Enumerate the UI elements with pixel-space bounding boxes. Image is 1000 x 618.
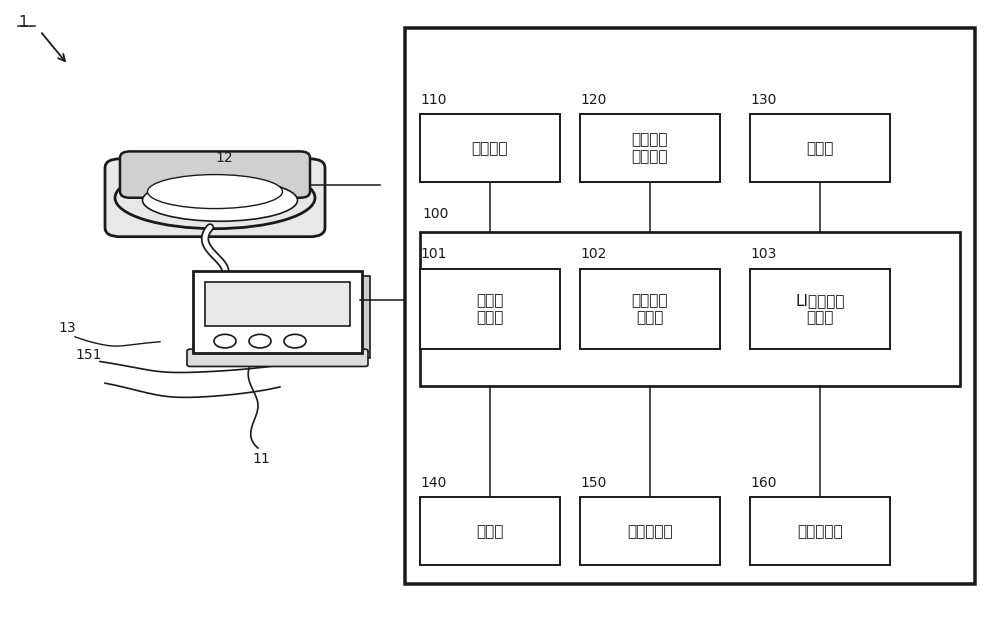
Text: 120: 120	[580, 93, 606, 107]
Text: 脉搏间隔
计算部: 脉搏间隔 计算部	[632, 293, 668, 325]
Bar	[750, 269, 890, 349]
Text: 140: 140	[420, 476, 446, 490]
Text: 存储部: 存储部	[806, 141, 834, 156]
Text: 声音输出部: 声音输出部	[797, 524, 843, 539]
Text: 袖带压力
控制系统: 袖带压力 控制系统	[632, 132, 668, 164]
Bar	[750, 114, 890, 182]
Ellipse shape	[249, 334, 271, 348]
Bar	[580, 497, 720, 565]
Text: 1: 1	[18, 15, 28, 30]
Text: LI显示内容
确定部: LI显示内容 确定部	[795, 293, 845, 325]
Text: 血压值
计算部: 血压值 计算部	[476, 293, 504, 325]
Ellipse shape	[143, 179, 298, 221]
Text: 130: 130	[750, 93, 776, 107]
Bar	[420, 497, 560, 565]
Text: 110: 110	[420, 93, 446, 107]
Text: 101: 101	[420, 247, 446, 261]
Text: 图像显示部: 图像显示部	[627, 524, 673, 539]
FancyBboxPatch shape	[193, 271, 362, 353]
Text: 11: 11	[252, 452, 270, 465]
Ellipse shape	[284, 334, 306, 348]
Bar	[580, 114, 720, 182]
Text: 102: 102	[580, 247, 606, 261]
FancyBboxPatch shape	[187, 349, 368, 366]
FancyBboxPatch shape	[120, 151, 310, 198]
Text: 103: 103	[750, 247, 776, 261]
Text: 151: 151	[75, 349, 102, 362]
Bar	[420, 232, 960, 386]
FancyBboxPatch shape	[105, 159, 325, 237]
FancyBboxPatch shape	[201, 276, 370, 358]
Bar	[750, 497, 890, 565]
Text: 13: 13	[58, 321, 76, 334]
Bar	[580, 269, 720, 349]
Text: 12: 12	[215, 151, 233, 164]
Text: 160: 160	[750, 476, 776, 490]
Bar	[405, 28, 975, 584]
Ellipse shape	[214, 334, 236, 348]
Text: 操作部: 操作部	[476, 524, 504, 539]
Bar	[205, 282, 350, 326]
Text: 100: 100	[422, 207, 448, 221]
Text: 150: 150	[580, 476, 606, 490]
Ellipse shape	[148, 174, 283, 209]
Text: 传感器部: 传感器部	[472, 141, 508, 156]
Bar	[420, 114, 560, 182]
Bar	[420, 269, 560, 349]
